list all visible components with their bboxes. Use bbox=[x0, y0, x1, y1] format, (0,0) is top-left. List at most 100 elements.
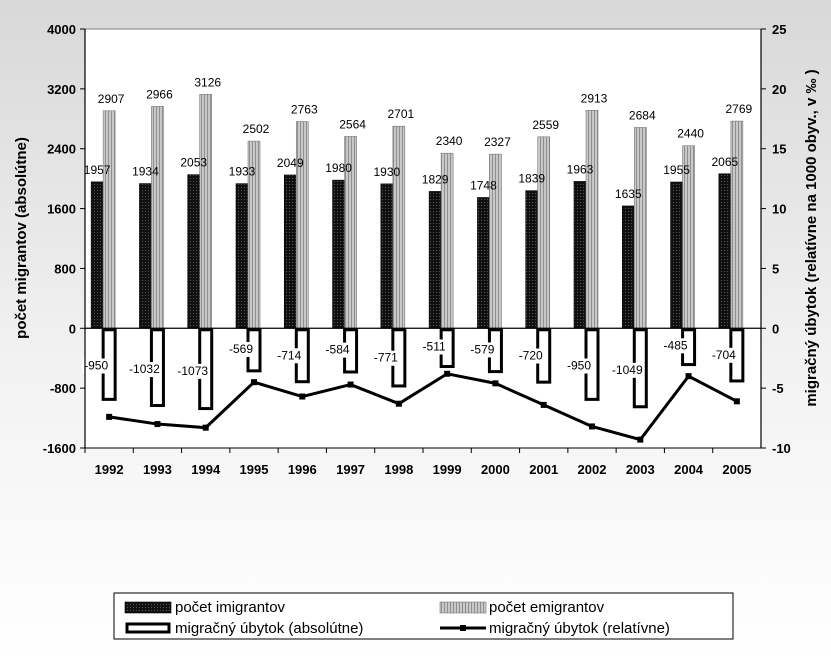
point-ubytok-relativne-2001 bbox=[540, 401, 547, 408]
label-bg-ubytok-2005 bbox=[709, 347, 738, 363]
plot-area bbox=[84, 28, 762, 449]
y-tick-left-2400: 2400 bbox=[47, 142, 76, 157]
label-imigranti-1999: 1829 bbox=[422, 172, 449, 186]
label-imigranti-1994: 2053 bbox=[180, 156, 207, 170]
label-ubytok-2003: -1049 bbox=[612, 363, 643, 377]
legend-swatch-imigranti bbox=[124, 601, 172, 614]
x-tick-1995: 1995 bbox=[240, 462, 269, 477]
label-bg-ubytok-1998 bbox=[371, 350, 400, 366]
label-emigranti-2002: 2913 bbox=[581, 91, 608, 105]
y-tick-right--10: -10 bbox=[772, 441, 791, 456]
label-ubytok-2000: -579 bbox=[470, 342, 494, 356]
point-ubytok-relativne-1999 bbox=[444, 370, 451, 377]
legend: počet imigrantov počet emigrantov migračný… bbox=[113, 592, 734, 640]
label-emigranti-1997: 2564 bbox=[339, 117, 366, 131]
y-tick-left-0: 0 bbox=[69, 321, 76, 336]
bar-imigranti-1993 bbox=[139, 183, 152, 329]
y-tick-right-5: 5 bbox=[772, 261, 779, 276]
line-ubytok-relativne bbox=[108, 372, 738, 442]
bar-imigranti-2004 bbox=[670, 181, 683, 329]
label-emigranti-1992: 2907 bbox=[98, 92, 125, 106]
point-ubytok-relativne-2003 bbox=[637, 436, 644, 443]
point-ubytok-relativne-1993 bbox=[154, 421, 161, 428]
label-bg-ubytok-2004 bbox=[661, 338, 690, 354]
label-emigranti-2005: 2769 bbox=[726, 102, 753, 116]
x-tick-2004: 2004 bbox=[674, 462, 704, 477]
point-ubytok-relativne-1995 bbox=[251, 379, 257, 386]
bar-emigranti-1996 bbox=[295, 121, 309, 329]
legend-swatch-ubytok-absolutne bbox=[125, 622, 171, 634]
bar-emigranti-2002 bbox=[585, 110, 599, 329]
label-bg-ubytok-1995 bbox=[227, 341, 255, 357]
x-tick-1994: 1994 bbox=[191, 462, 221, 477]
point-ubytok-relativne-2005 bbox=[733, 398, 740, 405]
label-bg-ubytok-2000 bbox=[468, 342, 497, 358]
x-tick-1992: 1992 bbox=[95, 462, 124, 477]
y-tick-left-800: 800 bbox=[54, 261, 76, 276]
label-emigranti-2001: 2559 bbox=[532, 118, 559, 132]
label-emigranti-2000: 2327 bbox=[484, 135, 511, 149]
y-tick-right-10: 10 bbox=[772, 202, 786, 217]
bar-emigranti-1998 bbox=[392, 125, 406, 329]
x-tick-1993: 1993 bbox=[143, 462, 172, 477]
bar-imigranti-2003 bbox=[621, 205, 635, 329]
label-imigranti-1992: 1957 bbox=[84, 163, 111, 177]
legend-label-ubytok-relativne: migračný úbytok (relatívne) bbox=[489, 620, 670, 637]
label-bg-ubytok-2003 bbox=[613, 362, 642, 378]
label-imigranti-1997: 1980 bbox=[325, 161, 352, 175]
point-ubytok-relativne-1996 bbox=[299, 393, 306, 400]
label-imigranti-2000: 1748 bbox=[470, 178, 497, 192]
bar-imigranti-2000 bbox=[477, 197, 490, 329]
label-emigranti-2003: 2684 bbox=[629, 108, 656, 122]
y-tick-left--1600: -1600 bbox=[43, 441, 76, 456]
point-ubytok-relativne-2004 bbox=[685, 373, 692, 380]
x-tick-1998: 1998 bbox=[384, 462, 413, 477]
x-tick-2002: 2002 bbox=[578, 462, 607, 477]
label-emigranti-1998: 2701 bbox=[388, 107, 415, 121]
label-ubytok-1996: -714 bbox=[277, 348, 301, 362]
label-bg-ubytok-2001 bbox=[516, 348, 545, 364]
point-ubytok-relativne-1992 bbox=[106, 413, 113, 420]
legend-swatch-emigranti bbox=[439, 601, 487, 614]
label-emigranti-1996: 2763 bbox=[291, 103, 318, 117]
bar-imigranti-1994 bbox=[187, 174, 201, 329]
y-axis-title-right: migračný úbytok (relatívne na 1000 obyv.… bbox=[803, 69, 820, 406]
label-ubytok-1995: -569 bbox=[229, 342, 253, 356]
label-bg-ubytok-1993 bbox=[130, 362, 159, 378]
label-ubytok-2001: -720 bbox=[519, 349, 543, 363]
label-emigranti-1995: 2502 bbox=[243, 122, 270, 136]
label-bg-ubytok-1997 bbox=[323, 342, 352, 358]
legend-marker-ubytok-relativne bbox=[460, 625, 466, 631]
bar-emigranti-2001 bbox=[537, 136, 551, 329]
bar-imigranti-1995 bbox=[235, 183, 249, 329]
bar-imigranti-1996 bbox=[283, 174, 297, 329]
y-tick-right-15: 15 bbox=[772, 142, 786, 157]
x-tick-1997: 1997 bbox=[336, 462, 365, 477]
legend-label-emigranti: počet emigrantov bbox=[489, 599, 605, 616]
label-ubytok-1993: -1032 bbox=[129, 362, 160, 376]
point-ubytok-relativne-1994 bbox=[202, 424, 209, 431]
y-tick-right-0: 0 bbox=[772, 321, 779, 336]
label-imigranti-2002: 1963 bbox=[567, 162, 594, 176]
bar-imigranti-2005 bbox=[718, 173, 732, 329]
y-tick-right-25: 25 bbox=[772, 22, 786, 37]
y-tick-left-3200: 3200 bbox=[47, 82, 76, 97]
label-emigranti-1994: 3126 bbox=[194, 75, 221, 89]
bar-emigranti-1993 bbox=[151, 106, 164, 329]
y-tick-right-20: 20 bbox=[772, 82, 786, 97]
x-tick-1999: 1999 bbox=[433, 462, 462, 477]
y-tick-left-4000: 4000 bbox=[47, 22, 76, 37]
label-imigranti-2001: 1839 bbox=[518, 172, 545, 186]
point-ubytok-relativne-1998 bbox=[395, 400, 402, 407]
bar-emigranti-1994 bbox=[199, 94, 213, 329]
y-tick-right--5: -5 bbox=[772, 381, 784, 396]
label-bg-ubytok-1992 bbox=[82, 358, 111, 374]
bar-emigranti-2003 bbox=[633, 127, 647, 329]
legend-label-imigranti: počet imigrantov bbox=[175, 599, 286, 616]
bar-imigranti-1997 bbox=[332, 179, 345, 329]
label-ubytok-1999: -511 bbox=[423, 339, 446, 353]
label-bg-ubytok-1994 bbox=[178, 363, 207, 379]
legend-label-ubytok-absolutne: migračný úbytok (absolútne) bbox=[175, 620, 363, 637]
